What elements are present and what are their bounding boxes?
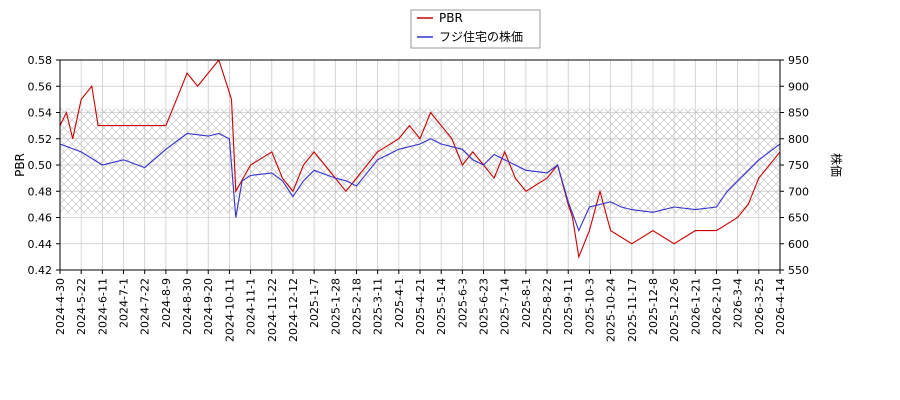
legend-label-pbr: PBR [439,11,463,25]
left-tick-label: 0.52 [28,133,53,146]
x-tick-label: 2024-7-22 [139,278,152,335]
x-tick-label: 2025-6-3 [456,278,469,328]
x-tick-label: 2025-12-8 [647,278,660,335]
x-tick-label: 2024-8-30 [181,278,194,335]
left-tick-label: 0.54 [28,107,53,120]
x-tick-label: 2024-8-9 [160,278,173,328]
right-tick-label: 650 [788,212,809,225]
left-tick-label: 0.58 [28,54,53,67]
x-tick-label: 2026-3-25 [753,278,766,335]
x-axis: 2024-4-30 2024-5-22 2024-6-11 2024-7-1 2024-… [54,270,787,342]
pbr-series-line [60,60,780,259]
x-tick-label: 2025-8-1 [520,278,533,328]
right-tick-label: 950 [788,54,809,67]
x-tick-label: 2024-9-20 [202,278,215,335]
right-tick-label: 600 [788,238,809,251]
x-tick-label: 2024-11-22 [266,278,279,342]
x-tick-label: 2025-11-17 [626,278,639,342]
right-tick-label: 850 [788,107,809,120]
left-tick-label: 0.48 [28,185,53,198]
x-tick-label: 2024-7-1 [118,278,131,328]
x-tick-label: 2024-6-11 [96,278,109,335]
x-tick-label: 2025-4-21 [414,278,427,335]
x-tick-label: 2025-12-26 [668,278,681,342]
x-tick-label: 2025-4-1 [393,278,406,328]
x-tick-label: 2025-10-3 [583,278,596,335]
x-tick-label: 2025-7-14 [499,278,512,335]
left-tick-label: 0.56 [28,80,53,93]
x-tick-label: 2025-9-11 [562,278,575,335]
right-axis-label: 株価 [829,153,844,177]
x-tick-label: 2026-4-14 [774,278,787,335]
right-tick-label: 750 [788,159,809,172]
x-tick-label: 2024-5-22 [75,278,88,335]
right-tick-label: 550 [788,264,809,277]
legend: PBR フジ住宅の株価 [410,9,541,49]
hatched-range-band [60,108,780,214]
stock-price-series-line [60,132,780,233]
left-tick-label: 0.46 [28,212,53,225]
legend-label-price: フジ住宅の株価 [439,29,523,44]
right-tick-label: 800 [788,133,809,146]
x-tick-label: 2024-10-11 [223,278,236,342]
right-tick-label: 900 [788,80,809,93]
x-tick-label: 2025-6-23 [478,278,491,335]
legend-box [410,9,541,49]
x-tick-label: 2025-1-7 [308,278,321,328]
x-tick-label: 2024-12-12 [287,278,300,342]
x-tick-label: 2025-3-11 [372,278,385,335]
right-axis: 550 600 650 700 750 800 850 900 950 [780,54,809,277]
x-tick-label: 2025-8-22 [541,278,554,335]
left-axis: 0.42 0.44 0.46 0.48 0.50 0.52 0.54 0.56 0.58 [28,54,60,277]
x-tick-label: 2026-2-10 [710,278,723,335]
x-tick-label: 2025-5-14 [435,278,448,335]
x-tick-label: 2025-2-18 [350,278,363,335]
x-tick-label: 2025-1-28 [329,278,342,335]
x-tick-label: 2026-1-21 [689,278,702,335]
left-axis-label: PBR [13,153,27,177]
x-tick-label: 2026-3-4 [732,278,745,328]
left-tick-label: 0.44 [28,238,53,251]
left-tick-label: 0.42 [28,264,53,277]
x-tick-label: 2024-4-30 [54,278,67,335]
right-tick-label: 700 [788,185,809,198]
left-tick-label: 0.50 [28,159,53,172]
x-tick-label: 2025-10-24 [605,278,618,342]
series-layer [60,60,780,259]
x-tick-label: 2024-11-1 [245,278,258,335]
